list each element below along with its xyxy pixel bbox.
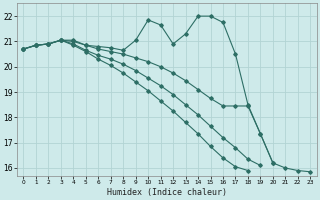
X-axis label: Humidex (Indice chaleur): Humidex (Indice chaleur) [107,188,227,197]
